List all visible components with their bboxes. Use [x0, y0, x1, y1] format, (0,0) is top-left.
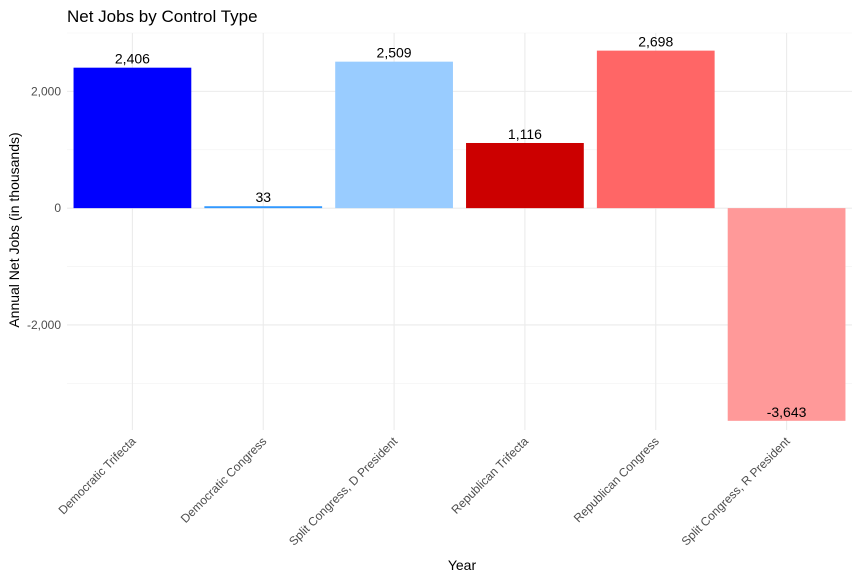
- x-tick-label: Split Congress, D President: [286, 434, 401, 549]
- y-tick-label: 2,000: [31, 84, 61, 98]
- bar-value-label: 2,406: [115, 51, 150, 67]
- y-tick-label: 0: [54, 201, 61, 215]
- x-tick-label: Democratic Trifecta: [56, 434, 139, 517]
- bar: [466, 142, 584, 209]
- bar-value-label: 2,509: [377, 45, 412, 61]
- x-tick-label: Democratic Congress: [178, 434, 269, 525]
- y-tick-label: -2,000: [27, 318, 61, 332]
- bars: [73, 50, 846, 421]
- bar-value-label: -3,643: [767, 404, 807, 420]
- x-tick-label: Split Congress, R President: [679, 434, 794, 549]
- bar-value-label: 33: [255, 189, 271, 205]
- x-axis-title: Year: [448, 557, 477, 573]
- bar-value-label: 2,698: [638, 34, 673, 50]
- bar: [727, 208, 846, 421]
- bar-value-label: 1,116: [508, 126, 542, 142]
- y-axis-ticks: -2,000 0 2,000: [27, 84, 61, 332]
- bar: [335, 61, 453, 209]
- bar: [73, 67, 192, 209]
- chart-title: Net Jobs by Control Type: [67, 7, 258, 26]
- x-tick-label: Republican Congress: [571, 434, 662, 525]
- x-axis-ticks: Democratic Trifecta Democratic Congress Sp…: [56, 434, 794, 549]
- bar: [596, 50, 715, 209]
- x-tick-label: Republican Trifecta: [448, 434, 531, 517]
- y-axis-title: Annual Net Jobs (in thousands): [6, 132, 22, 327]
- bar: [204, 206, 323, 209]
- data-labels: 2,406 33 2,509 1,116 2,698 -3,643: [115, 34, 807, 420]
